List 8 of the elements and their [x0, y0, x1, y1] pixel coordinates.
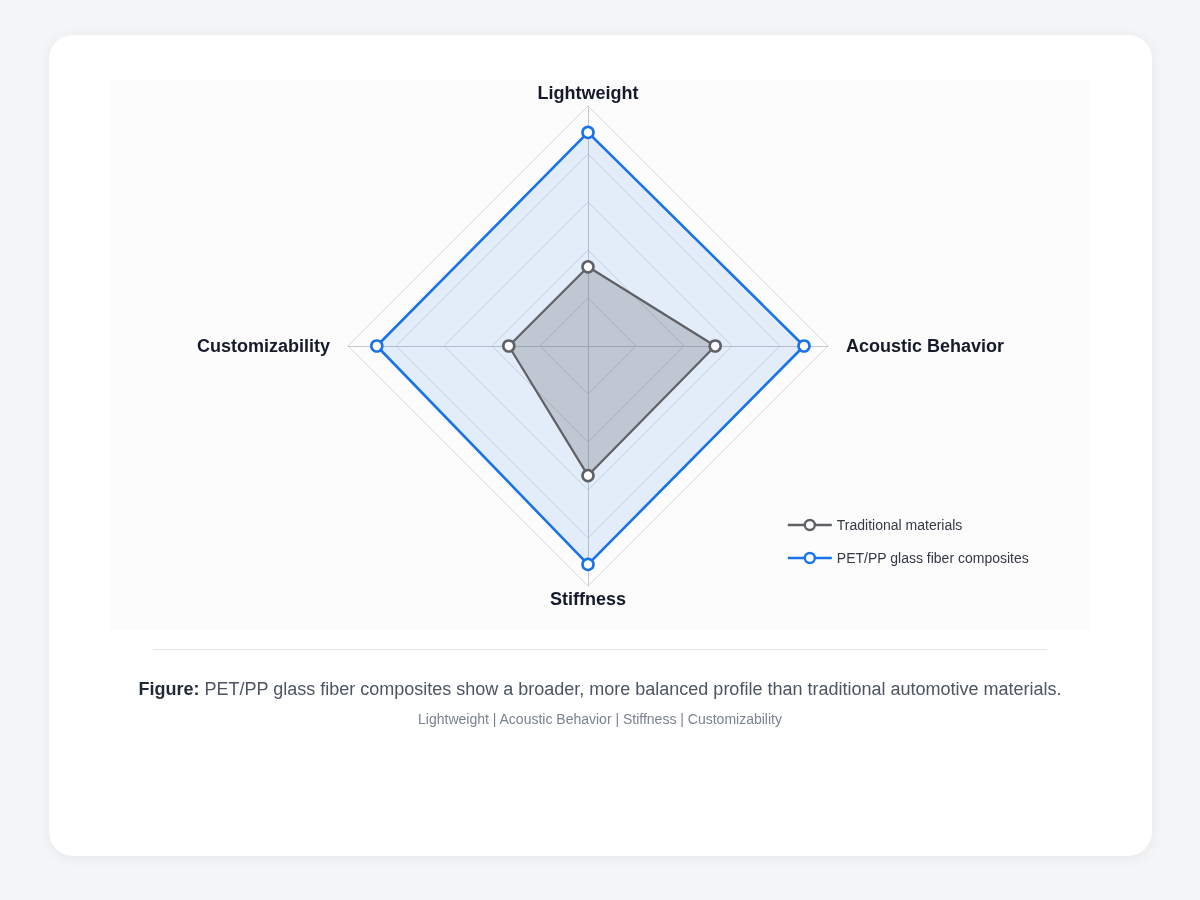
legend-label: Traditional materials: [836, 517, 963, 533]
spoke-label: Customizability: [196, 336, 330, 356]
text: Lightweight | Acoustic Behavior | Stiffness | Customizability: [417, 710, 783, 728]
legend-label: PET/PP glass fiber composites: [836, 550, 1029, 566]
spoke-label: Stiffness: [549, 589, 627, 609]
text: Figure: PET/PP glass fiber composites show a broader, more balanced profile than traditional automotive materials.: [137, 678, 1063, 700]
spoke-label: Acoustic Behavior: [846, 336, 1005, 356]
spoke-label: Lightweight: [537, 83, 639, 103]
